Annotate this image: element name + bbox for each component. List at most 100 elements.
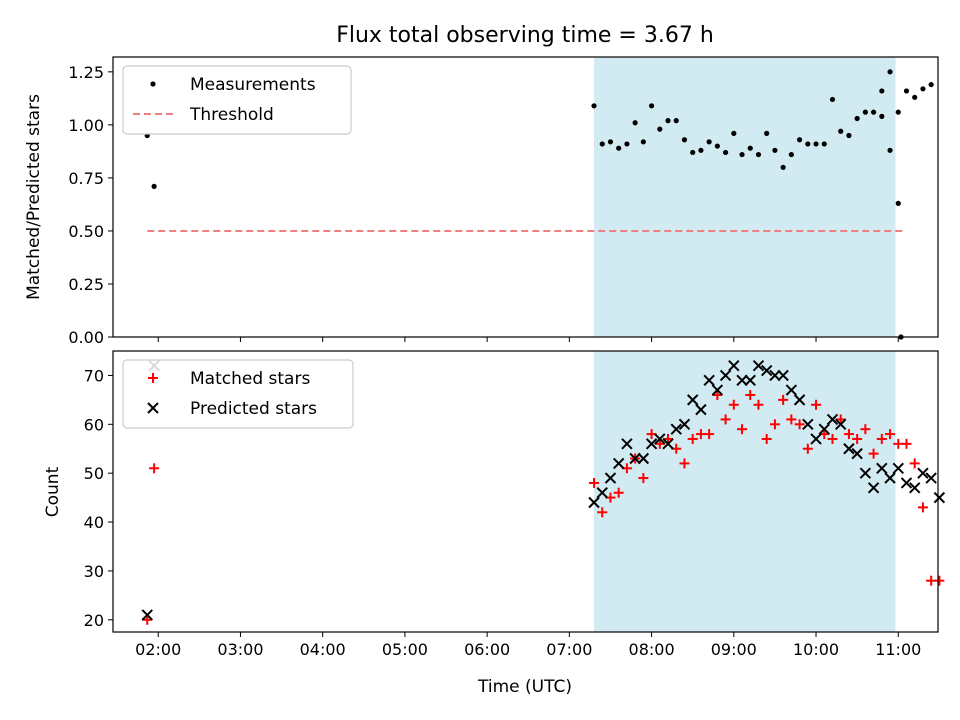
predicted-stars-point-b [851, 447, 863, 460]
x-tick-label: 05:00 [382, 640, 428, 659]
predicted-stars-point-b [686, 394, 699, 406]
predicted-stars-point [588, 496, 600, 509]
ratio-y-tick-label: 0.75 [68, 169, 104, 188]
measurements-point [698, 147, 704, 153]
predicted-stars-point [818, 423, 830, 435]
matched-stars-point [868, 448, 879, 459]
predicted-stars-point-b [588, 496, 600, 509]
predicted-stars-point-b [760, 364, 773, 377]
predicted-stars-point [645, 438, 658, 450]
predicted-stars-point-b [670, 423, 682, 435]
predicted-stars-point-b [802, 418, 814, 431]
chart-title: Flux total observing time = 3.67 h [336, 23, 714, 48]
predicted-stars-point-b [769, 369, 781, 382]
measurements-point [690, 149, 696, 156]
count-y-axis-label: Count [43, 466, 63, 517]
predicted-stars-point-b [744, 374, 756, 387]
matched-stars-point [745, 389, 756, 400]
predicted-stars-point-b [834, 418, 847, 431]
matched-stars-point [687, 433, 698, 444]
predicted-stars-point-b [678, 418, 691, 431]
x-tick-label: 07:00 [546, 640, 592, 659]
ratio-panel: 0.00 0.25 0.50 0.75 1.00 1.25 Matched/Predict… [24, 56, 939, 347]
matched-stars-point [885, 429, 896, 440]
predicted-stars-legend-swatch [147, 402, 159, 414]
predicted-stars-point [736, 374, 748, 387]
predicted-stars-point [604, 472, 617, 484]
measurements-point [657, 126, 663, 132]
matched-stars-point [909, 458, 920, 469]
count-y-tick-label: 50 [84, 464, 104, 483]
predicted-stars-point [695, 403, 707, 416]
measurements-point [796, 137, 803, 143]
matched-stars-point [149, 463, 160, 474]
predicted-stars-point-b [662, 438, 674, 450]
measurements-point [920, 86, 926, 92]
measurements-point [862, 109, 868, 115]
ratio-legend-box [122, 65, 352, 135]
measurements-point [731, 130, 737, 136]
measurements-point [887, 147, 893, 153]
measurements-point [870, 109, 877, 115]
measurements-point [632, 120, 638, 126]
matched-stars-point [811, 399, 822, 410]
count-panel-frame [112, 350, 939, 633]
predicted-stars-point-b [810, 433, 822, 445]
predicted-stars-point [900, 477, 913, 489]
predicted-stars-point [777, 369, 789, 382]
matched-stars-legend-label: Matched stars [190, 369, 310, 389]
matched-stars-point [860, 424, 871, 435]
predicted-stars-point-b [933, 491, 946, 504]
count-y-tick-label: 30 [84, 562, 104, 581]
predicted-stars-point [884, 472, 896, 484]
measurements-point [895, 200, 901, 206]
count-legend-box [122, 359, 354, 429]
predicted-stars-point-b [736, 374, 748, 387]
measurements-point [772, 147, 778, 153]
threshold-legend-label: Threshold [189, 105, 274, 125]
predicted-stars-point-b [793, 394, 806, 406]
predicted-stars-legend-label: Predicted stars [190, 399, 317, 419]
matched-stars-point [778, 394, 789, 405]
predicted-stars-point-b [843, 443, 855, 455]
predicted-stars-point-b [654, 433, 666, 445]
predicted-stars-point-b [818, 423, 830, 435]
measurements-point [788, 151, 794, 158]
matched-stars-point [704, 429, 715, 440]
count-y-tick-label: 40 [84, 513, 104, 532]
predicted-stars-point [612, 457, 625, 470]
matched-stars-point [934, 575, 945, 586]
measurements-point [722, 149, 729, 156]
ratio-y-tick-label: 1.00 [68, 116, 104, 135]
predicted-stars-point-b [728, 359, 740, 372]
matched-stars-point [761, 433, 772, 444]
matched-stars-point [753, 399, 764, 410]
measurements-point [755, 151, 762, 158]
measurements-point [764, 130, 770, 136]
x-tick-label: 03:00 [217, 640, 263, 659]
predicted-stars-point [892, 462, 904, 474]
predicted-stars-point [752, 359, 765, 372]
measurements-point [821, 141, 827, 147]
measurements-point [813, 141, 819, 147]
measurements-point [624, 141, 630, 147]
predicted-stars-point-b [826, 413, 839, 426]
measurements-point [838, 128, 844, 134]
matched-stars-point [613, 487, 624, 498]
predicted-stars-point-b [621, 438, 633, 450]
predicted-stars-point [810, 433, 822, 445]
predicted-stars-point [596, 487, 608, 499]
matched-stars-point [843, 429, 854, 440]
matched-stars-point [917, 502, 928, 513]
x-tick-label: 08:00 [629, 640, 675, 659]
ratio-observing-window [594, 57, 896, 337]
measurements-point [854, 115, 860, 122]
matched-stars-point [589, 477, 600, 488]
matched-stars-point [663, 433, 674, 444]
matched-stars-point [728, 399, 739, 410]
measurements-point [903, 88, 910, 94]
measurements-point [739, 151, 745, 158]
count-y-tick-label: 60 [84, 415, 104, 434]
predicted-stars-point-b [645, 438, 658, 450]
